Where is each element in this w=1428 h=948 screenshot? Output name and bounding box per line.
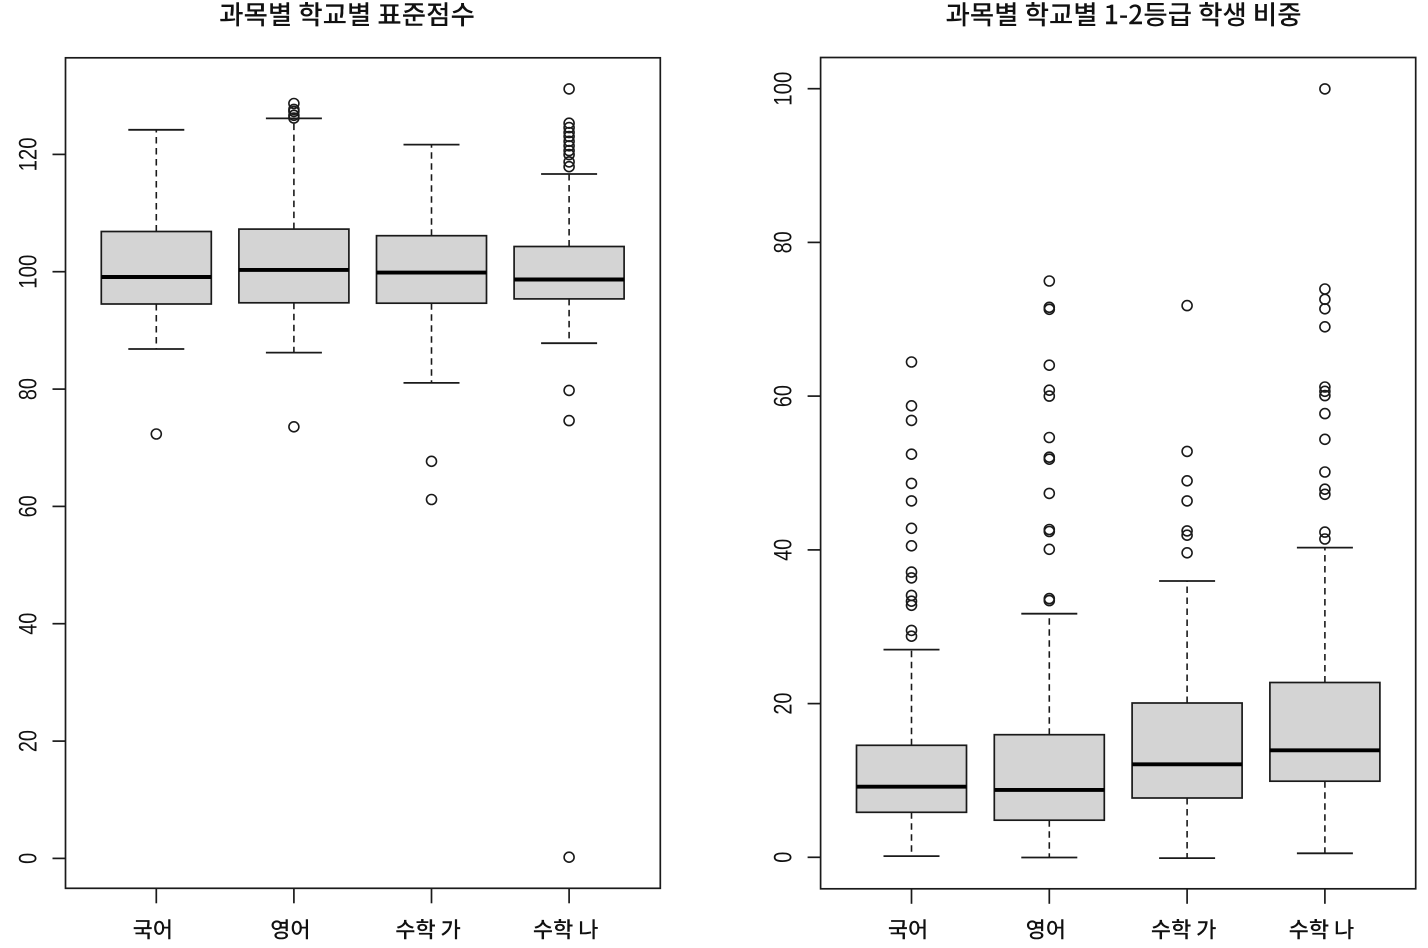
svg-text:100: 100 (770, 72, 798, 106)
svg-text:80: 80 (770, 231, 798, 253)
svg-text:40: 40 (15, 613, 43, 635)
svg-text:120: 120 (15, 137, 43, 171)
svg-text:100: 100 (15, 255, 43, 289)
svg-text:40: 40 (770, 539, 798, 561)
svg-text:80: 80 (15, 378, 43, 400)
svg-text:0: 0 (770, 852, 798, 863)
svg-text:0: 0 (15, 853, 43, 864)
svg-text:20: 20 (770, 693, 798, 715)
svg-text:20: 20 (15, 730, 43, 752)
svg-text:60: 60 (770, 385, 798, 407)
svg-text:60: 60 (15, 495, 43, 517)
